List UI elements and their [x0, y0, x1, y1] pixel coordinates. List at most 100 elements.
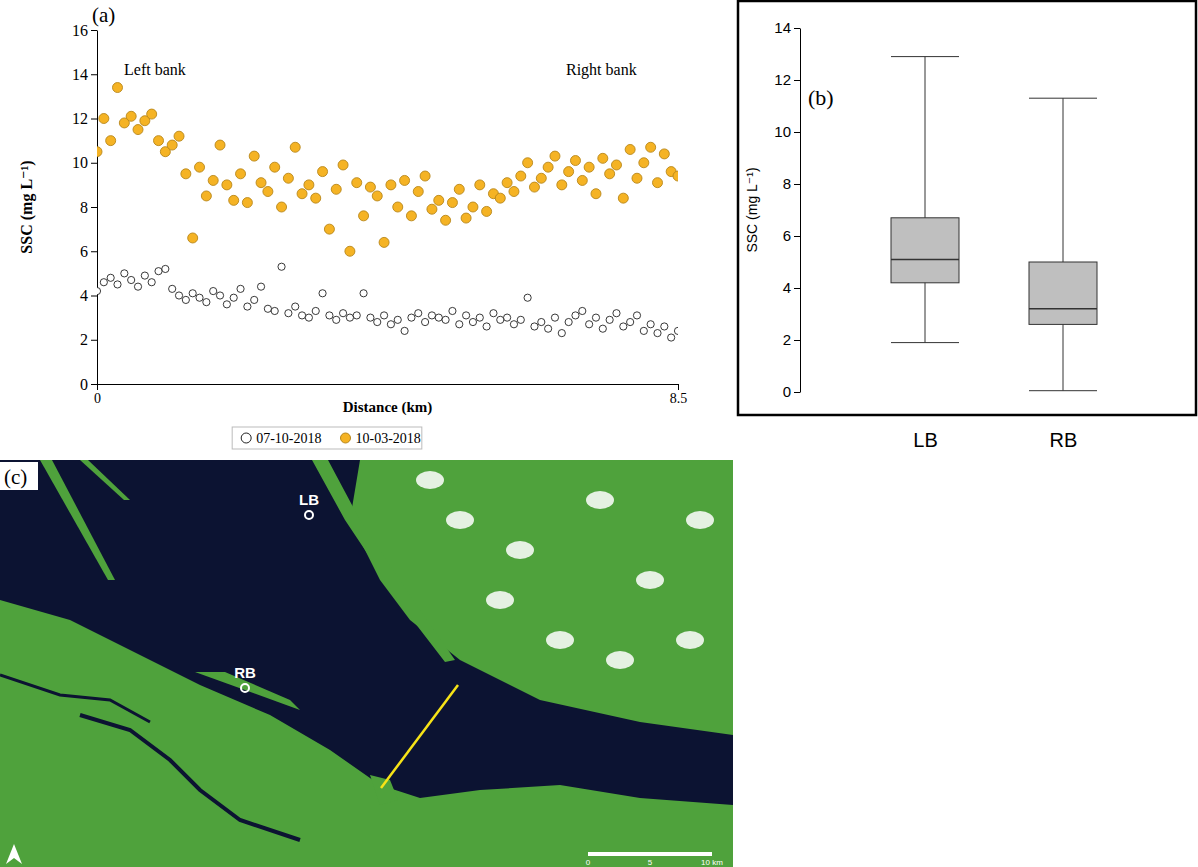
y-tick-label: 2 [80, 331, 88, 348]
point [175, 292, 182, 299]
point [380, 312, 387, 319]
scale-label: 5 [648, 858, 653, 867]
site-label: LB [299, 491, 319, 508]
point [379, 237, 389, 247]
point [242, 198, 252, 208]
point [633, 312, 640, 319]
point [386, 180, 396, 190]
point [565, 318, 572, 325]
y-tick: 6 [80, 243, 97, 260]
point [263, 187, 273, 197]
y-tick-mark [794, 340, 800, 341]
point [591, 189, 601, 199]
y-tick-mark [91, 296, 97, 297]
point [148, 279, 155, 286]
y-tick-label: 6 [80, 243, 88, 260]
point [359, 211, 369, 221]
point [360, 290, 367, 297]
point [216, 292, 223, 299]
point [572, 312, 579, 319]
panel-label: (c) [4, 465, 27, 489]
y-tick-label: 16 [72, 22, 88, 39]
point [305, 314, 312, 321]
point [97, 287, 101, 294]
point [652, 178, 662, 188]
point [490, 310, 497, 317]
point [113, 83, 123, 93]
point [468, 202, 478, 212]
cloud [546, 631, 574, 649]
y-axis-title: SSC (mg L⁻¹) [744, 167, 760, 252]
box-group [1029, 98, 1097, 391]
y-tick-mark [91, 384, 97, 385]
water [0, 460, 733, 805]
point [598, 153, 608, 163]
scale-bar [588, 852, 712, 856]
cloud [686, 511, 714, 529]
cloud [506, 541, 534, 559]
y-tick-label: 4 [80, 287, 88, 304]
point [674, 327, 678, 334]
point [461, 213, 471, 223]
river-channel [0, 675, 150, 722]
point [428, 312, 435, 319]
x-tick-mark [678, 384, 679, 390]
y-tick-mark [91, 207, 97, 208]
point [469, 318, 476, 325]
point [509, 187, 519, 197]
point [543, 162, 553, 172]
point [208, 175, 218, 185]
point [99, 114, 109, 124]
point [201, 191, 211, 201]
y-tick-label: 2 [783, 331, 791, 348]
point [531, 323, 538, 330]
cloud [586, 491, 614, 509]
x-tick-label: LB [913, 429, 937, 451]
point [454, 184, 464, 194]
x-axis-title: Distance (km) [343, 399, 433, 416]
y-tick-label: 8 [80, 199, 88, 216]
point [599, 325, 606, 332]
point [579, 307, 586, 314]
whisker-cap [1029, 390, 1097, 391]
y-tick-label: 14 [774, 19, 791, 36]
point [497, 316, 504, 323]
whisker [1063, 98, 1064, 391]
point [237, 285, 244, 292]
point [196, 294, 203, 301]
y-axis-line [97, 31, 98, 385]
point [147, 109, 157, 119]
figure: 08.50246810121416(a)Left bankRight bankD… [0, 0, 1198, 867]
y-tick: 8 [783, 175, 800, 192]
median [1029, 308, 1097, 310]
point [215, 140, 225, 150]
y-axis: 0246810121416 [72, 22, 98, 393]
legend-items: 07-10-201810-03-2018 [241, 431, 421, 446]
point [365, 182, 375, 192]
point [338, 160, 348, 170]
point [345, 246, 355, 256]
point [415, 310, 422, 317]
point [605, 169, 615, 179]
point [134, 283, 141, 290]
point [393, 202, 403, 212]
cloud [416, 471, 444, 489]
legend-label: 07-10-2018 [256, 431, 321, 446]
point [434, 195, 444, 205]
site-marker [305, 511, 313, 519]
point [620, 323, 627, 330]
point [167, 140, 177, 150]
point [230, 294, 237, 301]
y-tick-mark [794, 132, 800, 133]
point [536, 173, 546, 183]
y-tick: 8 [80, 199, 97, 216]
y-tick-label: 12 [774, 71, 791, 88]
point [324, 224, 334, 234]
point [570, 156, 580, 166]
point [456, 321, 463, 328]
x-tick: LB [913, 429, 937, 451]
point [174, 131, 184, 141]
point [463, 312, 470, 319]
point [318, 167, 328, 177]
point [524, 294, 531, 301]
